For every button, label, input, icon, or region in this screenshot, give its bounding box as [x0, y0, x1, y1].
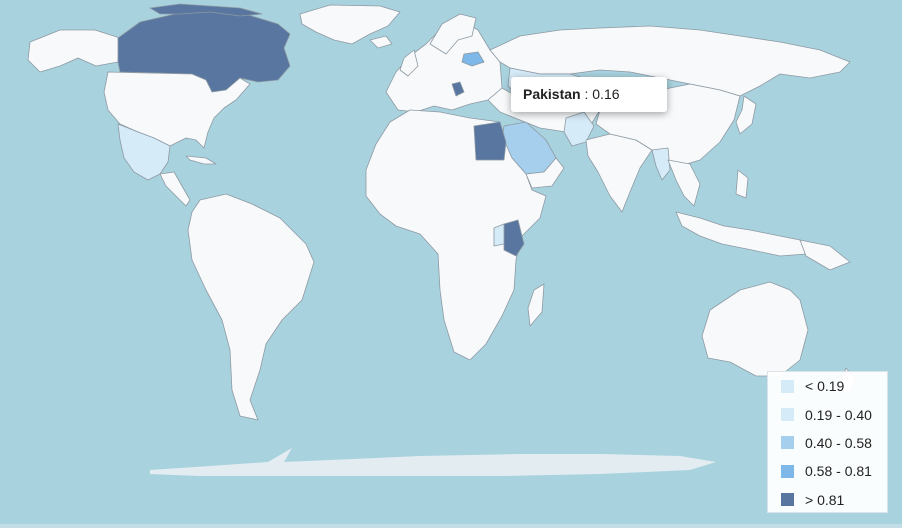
legend-item[interactable]: < 0.19 [768, 372, 887, 400]
legend-swatch [781, 379, 794, 393]
region-belarus[interactable] [461, 51, 485, 67]
legend-swatch [781, 493, 794, 507]
legend-label: > 0.81 [805, 491, 845, 508]
legend-label: < 0.19 [805, 378, 845, 395]
region-uganda[interactable] [493, 223, 505, 247]
legend-swatch [781, 464, 794, 478]
country-tooltip: Pakistan : 0.16 [511, 77, 667, 112]
region-scandinavia[interactable] [429, 13, 477, 55]
region-iceland[interactable] [369, 35, 393, 49]
region-madagascar[interactable] [527, 283, 545, 327]
legend-label: 0.19 - 0.40 [805, 406, 872, 423]
tooltip-value: 0.16 [592, 86, 620, 102]
region-canada-islands[interactable] [149, 3, 263, 17]
region-alaska[interactable] [27, 29, 121, 73]
tooltip-country: Pakistan [523, 86, 581, 102]
region-egypt[interactable] [473, 121, 507, 161]
region-south-america[interactable] [187, 193, 315, 421]
region-philippines[interactable] [735, 169, 749, 199]
region-yemen-oman[interactable] [525, 157, 565, 189]
region-central-america[interactable] [159, 171, 191, 207]
region-southeast-asia[interactable] [667, 159, 701, 207]
region-antarctica [150, 448, 716, 476]
region-cuba[interactable] [185, 155, 217, 165]
region-uk[interactable] [399, 49, 419, 77]
region-greenland[interactable] [299, 4, 401, 45]
legend-item[interactable]: 0.40 - 0.58 [768, 429, 887, 457]
legend-label: 0.58 - 0.81 [805, 463, 872, 480]
region-japan[interactable] [735, 95, 757, 135]
tooltip-separator: : [580, 86, 593, 102]
legend-swatch [781, 436, 794, 450]
region-australia[interactable] [701, 281, 809, 377]
region-usa[interactable] [103, 71, 251, 149]
region-myanmar[interactable] [651, 147, 671, 181]
legend-swatch [781, 408, 794, 422]
region-papua[interactable] [799, 239, 851, 271]
legend-item[interactable]: 0.58 - 0.81 [768, 457, 887, 485]
legend-item[interactable]: > 0.81 [768, 486, 887, 514]
legend-label: 0.40 - 0.58 [805, 434, 872, 451]
map-legend: < 0.19 0.19 - 0.40 0.40 - 0.58 0.58 - 0.… [767, 371, 888, 513]
region-kenya[interactable] [503, 219, 525, 257]
map-bottom-edge [0, 524, 902, 528]
region-serbia[interactable] [451, 81, 465, 97]
legend-item[interactable]: 0.19 - 0.40 [768, 400, 887, 428]
